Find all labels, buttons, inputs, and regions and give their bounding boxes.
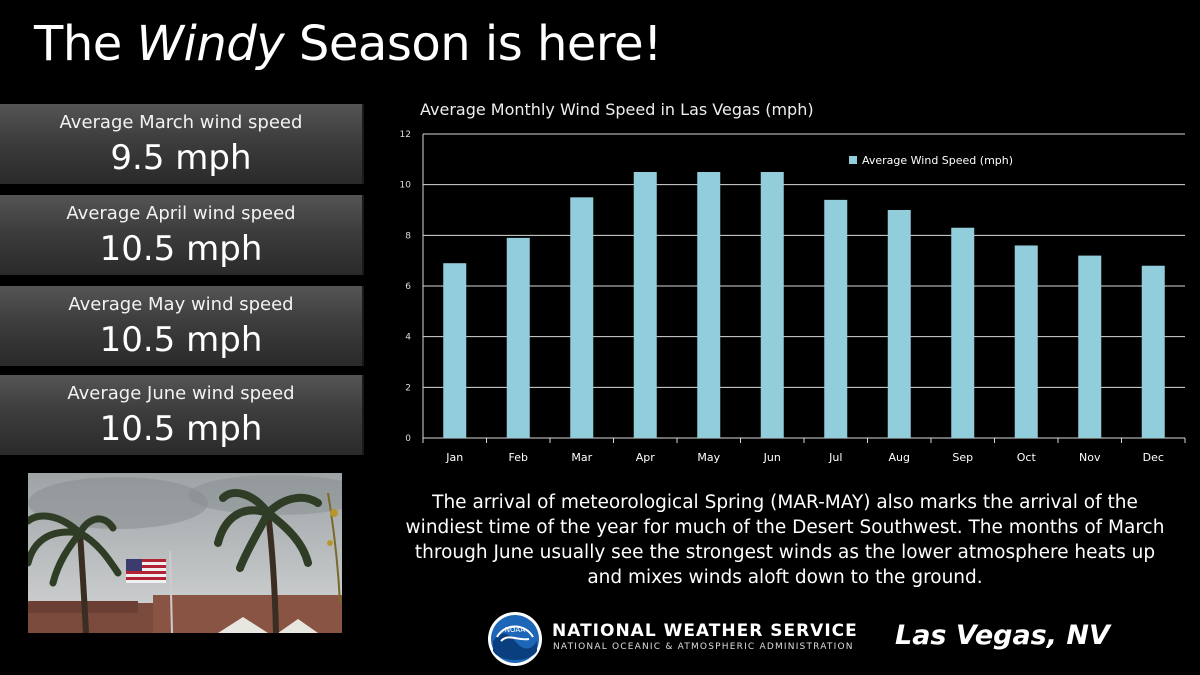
legend-label: Average Wind Speed (mph) (862, 154, 1013, 167)
bar-jul (824, 199, 848, 438)
y-tick-label: 10 (400, 181, 412, 191)
stat-value: 10.5 mph (99, 409, 263, 449)
x-tick-label: Jul (828, 451, 842, 464)
x-tick-label: Dec (1143, 451, 1164, 464)
legend-swatch (849, 156, 857, 164)
bar-dec (1141, 265, 1165, 438)
y-tick-label: 8 (405, 231, 411, 241)
x-tick-label: Jan (445, 451, 463, 464)
x-tick-label: Jun (763, 451, 781, 464)
stat-label: Average May wind speed (68, 294, 294, 315)
chart-title: Average Monthly Wind Speed in Las Vegas … (420, 100, 814, 119)
bar-aug (887, 210, 911, 438)
description-text: The arrival of meteorological Spring (MA… (405, 492, 1165, 588)
bar-jan (443, 263, 467, 438)
bar-mar (570, 197, 594, 438)
title-emphasis: Windy (136, 16, 285, 72)
x-tick-label: Nov (1079, 451, 1101, 464)
x-tick-label: Oct (1017, 451, 1037, 464)
stat-card-may: Average May wind speed 10.5 mph (0, 286, 364, 366)
title-prefix: The (34, 16, 122, 72)
stat-label: Average March wind speed (59, 112, 303, 133)
y-tick-label: 6 (405, 282, 411, 292)
stat-value: 10.5 mph (99, 320, 263, 360)
bar-feb (506, 237, 530, 438)
bar-apr (633, 172, 657, 438)
stat-card-march: Average March wind speed 9.5 mph (0, 104, 364, 184)
chart-canvas: 0 2 4 6 8 10 12 Jan Feb Mar Apr May Jun Jul Aug Sep Oct N… (400, 130, 1186, 464)
y-tick-label: 4 (405, 333, 411, 343)
bar-nov (1078, 255, 1102, 438)
y-tick-label: 0 (405, 434, 411, 444)
x-tick-label: Mar (571, 451, 592, 464)
x-tick-label: Sep (952, 451, 973, 464)
bar-oct (1014, 245, 1038, 438)
stat-card-april: Average April wind speed 10.5 mph (0, 195, 364, 275)
x-tick-label: Aug (889, 451, 910, 464)
title-suffix: Season is here! (298, 16, 662, 72)
stat-label: Average April wind speed (66, 203, 296, 224)
stat-value: 9.5 mph (110, 138, 252, 178)
y-tick-label: 12 (400, 130, 411, 140)
noaa-logo: NOAA (487, 611, 543, 671)
wind-speed-chart: Average Monthly Wind Speed in Las Vegas … (380, 92, 1190, 477)
agency-subtitle: NATIONAL OCEANIC & ATMOSPHERIC ADMINISTR… (553, 642, 854, 652)
x-tick-label: May (697, 451, 720, 464)
windy-palm-trees-photo (28, 473, 342, 633)
x-tick-label: Feb (509, 451, 528, 464)
y-tick-label: 2 (405, 383, 411, 393)
location-label: Las Vegas, NV (895, 620, 1110, 651)
stat-value: 10.5 mph (99, 229, 263, 269)
stat-label: Average June wind speed (67, 383, 295, 404)
agency-name: NATIONAL WEATHER SERVICE (552, 621, 858, 641)
noaa-logo-text: NOAA (505, 626, 526, 634)
stat-card-june: Average June wind speed 10.5 mph (0, 375, 364, 455)
x-tick-label: Apr (636, 451, 656, 464)
bar-jun (760, 172, 784, 438)
bar-sep (951, 227, 975, 438)
bar-may (697, 172, 721, 438)
page-title: The Windy Season is here! (34, 16, 662, 72)
